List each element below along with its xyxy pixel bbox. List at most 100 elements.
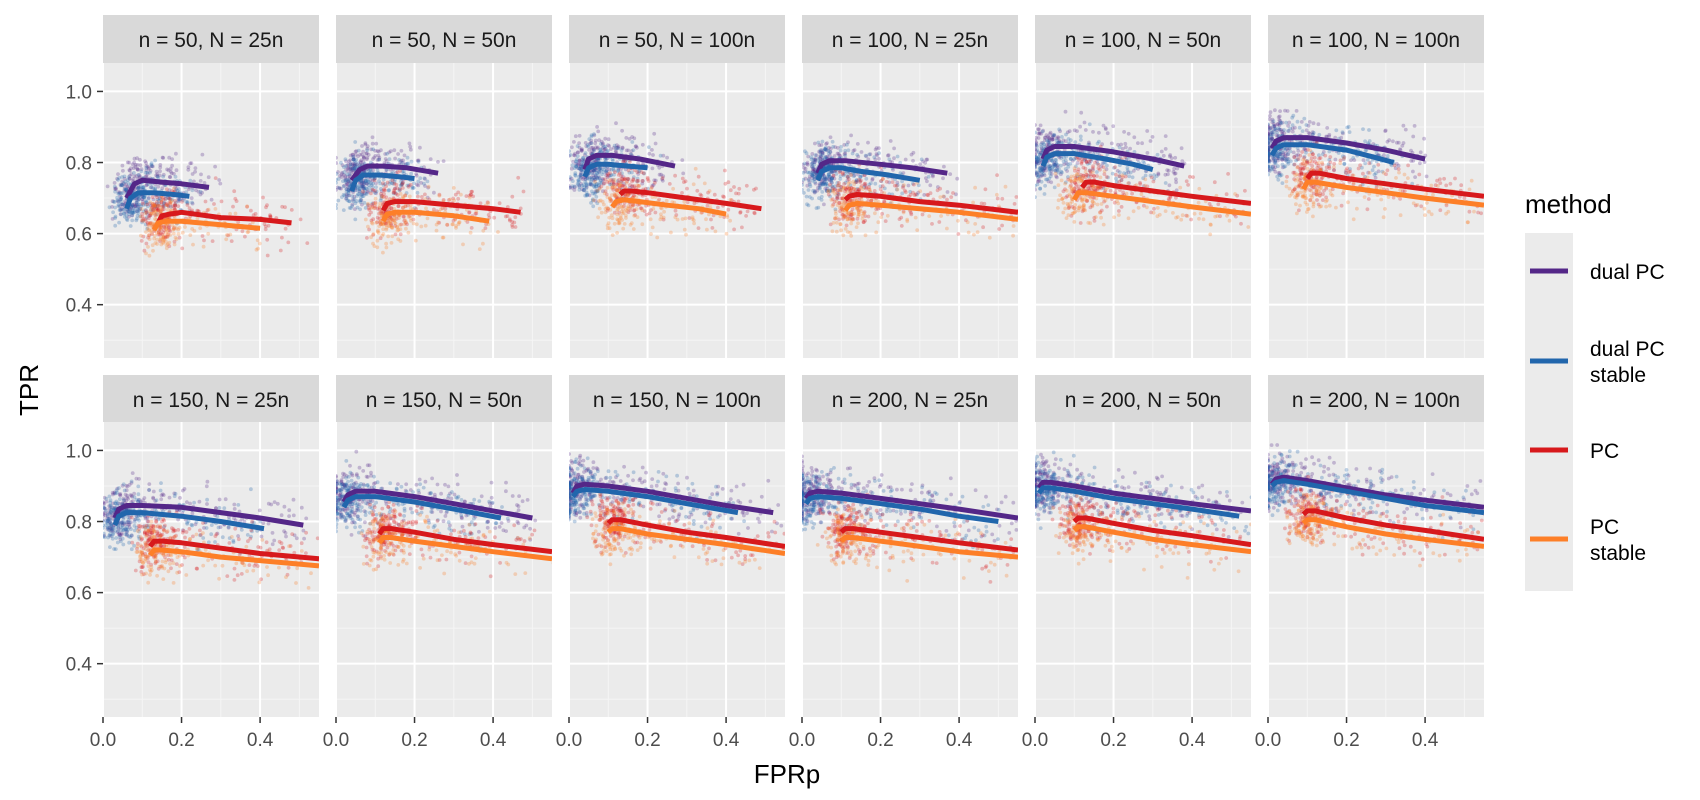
scatter-point	[146, 226, 150, 231]
scatter-point	[130, 162, 135, 167]
scatter-point	[646, 179, 651, 183]
scatter-point	[1056, 198, 1061, 203]
scatter-point	[579, 181, 583, 186]
scatter-point	[624, 136, 629, 140]
scatter-point	[345, 198, 350, 203]
scatter-point	[804, 151, 809, 156]
scatter-point	[113, 186, 118, 191]
scatter-point	[1061, 159, 1066, 164]
scatter-point	[1114, 176, 1118, 181]
scatter-point	[642, 209, 647, 214]
scatter-point	[635, 145, 639, 150]
scatter-point	[1268, 147, 1270, 152]
scatter-point	[359, 183, 364, 188]
scatter-point	[738, 210, 743, 215]
scatter-point	[1288, 146, 1292, 151]
scatter-point	[1047, 164, 1051, 169]
scatter-point	[352, 194, 357, 199]
scatter-point	[379, 196, 384, 201]
scatter-point	[570, 184, 575, 189]
scatter-point	[339, 186, 343, 191]
scatter-point	[1035, 162, 1037, 167]
scatter-point	[685, 200, 690, 205]
scatter-point	[388, 219, 393, 224]
scatter-point	[830, 186, 835, 191]
scatter-point	[587, 177, 592, 182]
scatter-point	[1385, 139, 1390, 144]
scatter-point	[680, 217, 685, 221]
scatter-point	[1090, 203, 1095, 208]
scatter-point	[931, 173, 935, 178]
scatter-point	[619, 179, 624, 184]
scatter-point	[1036, 127, 1040, 132]
scatter-point	[510, 225, 515, 229]
scatter-point	[635, 179, 639, 183]
scatter-point	[155, 242, 159, 246]
scatter-point	[454, 224, 458, 228]
scatter-point	[1072, 174, 1077, 178]
scatter-point	[1058, 129, 1062, 134]
scatter-point	[1277, 127, 1282, 132]
scatter-point	[1038, 152, 1042, 157]
scatter-point	[135, 163, 140, 167]
scatter-point	[650, 225, 655, 230]
scatter-point	[659, 206, 664, 211]
scatter-point	[1401, 123, 1406, 128]
scatter-point	[1035, 147, 1037, 152]
scatter-point	[673, 173, 677, 178]
scatter-point	[653, 178, 658, 183]
scatter-point	[1072, 186, 1077, 191]
scatter-point	[1073, 181, 1077, 186]
scatter-point	[110, 199, 115, 204]
scatter-point	[624, 216, 628, 220]
scatter-point	[389, 221, 393, 226]
scatter-point	[1208, 222, 1213, 227]
scatter-point	[598, 166, 602, 171]
scatter-point	[340, 195, 344, 200]
scatter-point	[1116, 201, 1121, 206]
scatter-point	[841, 215, 846, 220]
scatter-point	[278, 248, 283, 253]
scatter-point	[1167, 198, 1172, 203]
scatter-point	[1035, 161, 1037, 165]
scatter-point	[465, 220, 470, 224]
scatter-point	[981, 225, 985, 230]
scatter-point	[592, 192, 597, 196]
scatter-point	[684, 232, 688, 237]
scatter-point	[618, 214, 623, 219]
scatter-point	[158, 207, 163, 212]
scatter-point	[1387, 138, 1392, 143]
scatter-point	[845, 185, 850, 190]
scatter-point	[1056, 170, 1061, 175]
scatter-point	[138, 163, 143, 168]
scatter-point	[616, 144, 621, 149]
scatter-point	[812, 189, 817, 194]
scatter-point	[1087, 140, 1091, 145]
scatter-point	[345, 182, 350, 187]
scatter-point	[1045, 177, 1050, 182]
scatter-point	[706, 190, 710, 195]
scatter-point	[612, 185, 617, 190]
scatter-point	[569, 185, 571, 190]
scatter-point	[346, 189, 351, 194]
scatter-point	[574, 161, 578, 166]
scatter-point	[873, 199, 878, 203]
scatter-point	[594, 168, 598, 172]
scatter-point	[681, 171, 686, 176]
scatter-point	[1036, 161, 1041, 166]
scatter-point	[649, 208, 653, 213]
scatter-point	[127, 214, 131, 219]
scatter-point	[825, 175, 829, 180]
scatter-point	[349, 168, 354, 172]
scatter-point	[576, 163, 580, 167]
scatter-point	[380, 194, 384, 199]
scatter-point	[124, 182, 128, 187]
scatter-point	[172, 239, 177, 244]
scatter-point	[614, 192, 619, 197]
scatter-point	[305, 241, 310, 246]
scatter-point	[336, 161, 339, 165]
scatter-point	[1088, 184, 1092, 189]
scatter-point	[410, 185, 415, 189]
scatter-point	[140, 218, 144, 223]
scatter-point	[354, 199, 359, 204]
